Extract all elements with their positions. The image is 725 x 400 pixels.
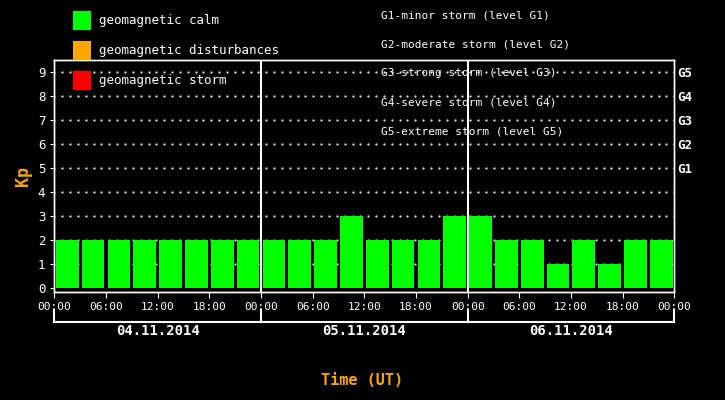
Bar — [547, 264, 569, 288]
Bar — [650, 240, 673, 288]
Y-axis label: Kp: Kp — [14, 166, 33, 186]
Bar — [418, 240, 440, 288]
Text: 05.11.2014: 05.11.2014 — [323, 324, 406, 338]
Bar — [133, 240, 156, 288]
Bar — [495, 240, 518, 288]
Bar — [82, 240, 104, 288]
Text: G3-strong storm (level G3): G3-strong storm (level G3) — [381, 68, 556, 78]
Text: G1-minor storm (level G1): G1-minor storm (level G1) — [381, 10, 550, 20]
Bar — [237, 240, 260, 288]
Bar — [573, 240, 595, 288]
Text: Time (UT): Time (UT) — [321, 373, 404, 388]
Text: geomagnetic disturbances: geomagnetic disturbances — [99, 44, 279, 57]
Text: G2-moderate storm (level G2): G2-moderate storm (level G2) — [381, 39, 570, 49]
Bar — [598, 264, 621, 288]
Bar — [624, 240, 647, 288]
Bar — [262, 240, 285, 288]
Text: geomagnetic storm: geomagnetic storm — [99, 74, 227, 87]
Text: 04.11.2014: 04.11.2014 — [116, 324, 199, 338]
Bar — [340, 216, 362, 288]
Bar — [444, 216, 466, 288]
Bar — [366, 240, 389, 288]
Bar — [521, 240, 544, 288]
Bar — [289, 240, 311, 288]
Bar — [160, 240, 182, 288]
Bar — [314, 240, 337, 288]
Text: G5-extreme storm (level G5): G5-extreme storm (level G5) — [381, 127, 563, 137]
Bar — [185, 240, 208, 288]
Bar — [211, 240, 233, 288]
Bar — [392, 240, 415, 288]
Text: 06.11.2014: 06.11.2014 — [529, 324, 613, 338]
Text: geomagnetic calm: geomagnetic calm — [99, 14, 220, 27]
Bar — [107, 240, 130, 288]
Bar — [469, 216, 492, 288]
Bar — [56, 240, 78, 288]
Text: G4-severe storm (level G4): G4-severe storm (level G4) — [381, 98, 556, 108]
